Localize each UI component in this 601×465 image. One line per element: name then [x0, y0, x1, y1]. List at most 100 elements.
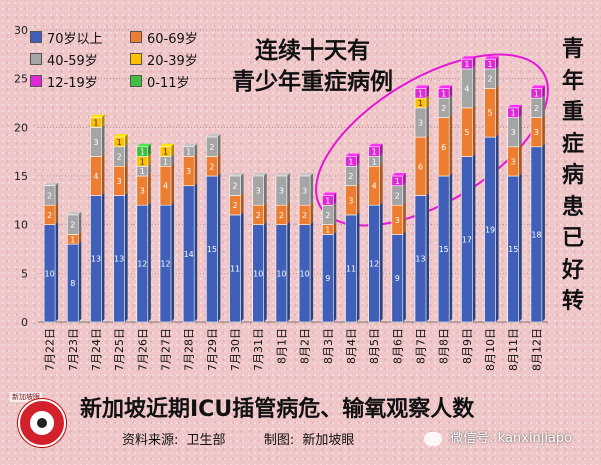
bar-value-label: 1: [395, 177, 400, 186]
bar-side: [286, 173, 290, 206]
bar-side: [194, 143, 198, 157]
bar-side: [541, 95, 545, 118]
bar-top: [183, 143, 198, 147]
bar-value-label: 2: [348, 172, 353, 181]
bar-value-label: 3: [117, 177, 122, 186]
bar-value-label: 1: [325, 196, 330, 205]
bar-value-label: 2: [209, 162, 214, 171]
bar-side: [310, 173, 314, 206]
bar-segment: [113, 136, 125, 148]
bar-value-label: 8: [70, 279, 75, 288]
bar-value-label: 3: [256, 187, 261, 196]
bar-value-label: 2: [256, 211, 261, 220]
bar-top: [391, 173, 406, 176]
legend-item-12-19: 12-19岁: [30, 72, 130, 91]
bar-side: [426, 95, 429, 108]
bar-value-label: 12: [137, 260, 147, 269]
bar-value-label: 17: [462, 235, 472, 244]
bar-side: [356, 211, 360, 322]
bar-top: [206, 134, 221, 138]
x-tick-label: 8月9日: [461, 328, 474, 364]
bar-value-label: 2: [47, 191, 52, 200]
chart-bars: 1022812134311332112311112411143115221122…: [43, 56, 545, 323]
y-tick-label: 30: [14, 24, 28, 37]
bar-top: [229, 173, 244, 176]
bar-side: [78, 241, 82, 322]
legend-label: 40-59岁: [47, 53, 98, 69]
bar-value-label: 13: [114, 255, 124, 264]
bar-side: [55, 202, 59, 225]
bar-value-label: 1: [186, 148, 191, 157]
bar-value-label: 2: [279, 211, 284, 220]
side-note-char: 重: [561, 100, 584, 125]
bar-segment: [414, 88, 427, 99]
x-tick-label: 7月30日: [229, 328, 242, 371]
bar-value-label: 10: [299, 269, 309, 278]
bar-side: [356, 182, 360, 215]
wechat-id: 微信号: kanxinjiapo: [450, 431, 573, 446]
bar-side: [449, 114, 453, 176]
bar-top: [113, 134, 128, 138]
bar-side: [240, 211, 244, 322]
bar-segment: [90, 117, 102, 128]
bar-value-label: 4: [163, 182, 168, 191]
chart-annotation: 连续十天有 青少年重症病例: [210, 36, 415, 98]
bar-side: [147, 173, 151, 206]
bar-side: [379, 143, 383, 157]
bar-top: [415, 85, 429, 89]
bar-top: [275, 173, 290, 176]
bar-side: [263, 202, 267, 225]
legend-label: 12-19岁: [47, 75, 98, 91]
bar-value-label: 1: [140, 148, 145, 157]
bar-value-label: 1: [372, 148, 377, 157]
bar-top: [160, 143, 174, 147]
bar-top: [507, 104, 522, 108]
bar-side: [124, 163, 128, 196]
bar-side: [101, 192, 105, 322]
bar-value-label: 2: [534, 104, 539, 113]
bar-side: [379, 163, 383, 206]
bar-side: [286, 202, 290, 225]
bar-value-label: 1: [511, 109, 516, 118]
bar-value-label: 5: [464, 128, 469, 137]
bar-segment: [43, 185, 56, 206]
bar-side: [426, 85, 429, 99]
bar-value-label: 4: [93, 172, 98, 181]
bar-side: [147, 143, 151, 157]
bar-side: [263, 221, 267, 322]
bar-side: [495, 65, 499, 89]
bar-value-label: 3: [140, 187, 145, 196]
bar-value-label: 2: [232, 182, 237, 191]
bar-side: [472, 153, 476, 322]
bar-value-label: 2: [209, 143, 214, 152]
bar-side: [333, 202, 337, 225]
x-tick-label: 7月27日: [160, 328, 173, 371]
legend-item-60-69: 60-69岁: [130, 28, 220, 47]
bar-value-label: 2: [232, 201, 237, 210]
bar-segment: [229, 175, 241, 196]
bar-side: [426, 134, 429, 196]
legend-swatch: [30, 53, 42, 65]
bar-side: [379, 153, 383, 167]
bar-value-label: 3: [395, 216, 400, 225]
bar-side: [541, 85, 545, 99]
side-note-char: 已: [561, 226, 584, 251]
bar-top: [44, 182, 59, 186]
bar-value-label: 15: [508, 245, 518, 254]
legend-swatch: [30, 75, 42, 87]
source-label: 资料来源:: [122, 433, 179, 448]
side-note: 青 年 重 症 病 患 已 好 转: [556, 34, 590, 318]
bar-value-label: 3: [511, 128, 516, 137]
bar-value-label: 1: [163, 148, 168, 157]
bar-side: [333, 231, 337, 322]
bar-side: [472, 65, 476, 108]
side-note-char: 转: [561, 289, 584, 314]
bar-value-label: 11: [346, 264, 356, 273]
bar-value-label: 1: [487, 60, 492, 69]
bar-side: [147, 153, 151, 167]
bar-value-label: 12: [369, 260, 379, 269]
bar-value-label: 10: [276, 269, 286, 278]
legend-item-20-39: 20-39岁: [130, 50, 220, 69]
wechat-watermark: 微信号: kanxinjiapo: [424, 427, 572, 446]
